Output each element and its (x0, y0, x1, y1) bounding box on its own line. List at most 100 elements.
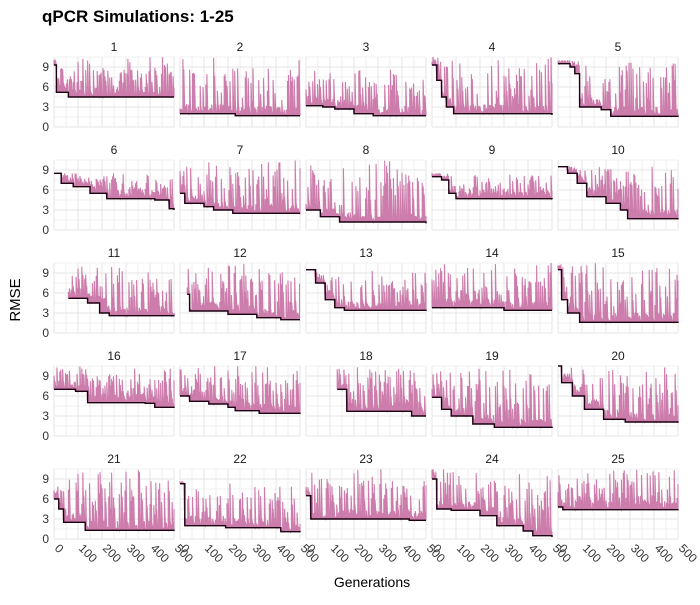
y-tick-label: 0 (42, 120, 49, 134)
generation-rmse-series (431, 263, 553, 311)
x-tick-label: 200 (604, 541, 628, 565)
facet-label: 24 (485, 452, 499, 466)
y-tick-label: 9 (42, 472, 49, 486)
generation-rmse-series (306, 269, 427, 312)
y-tick-label: 6 (42, 80, 49, 94)
x-tick-label: 400 (274, 541, 298, 565)
facet-label: 22 (233, 452, 247, 466)
y-tick-label: 0 (42, 532, 49, 546)
facet-label: 12 (233, 246, 247, 260)
x-axis-label: Generations (334, 574, 410, 590)
facet-panel: 250 100 200 300 400 500 (556, 452, 700, 566)
best-rmse-series (558, 365, 679, 423)
x-tick-label: 300 (376, 541, 400, 565)
best-rmse-series (306, 495, 426, 521)
facet-label: 4 (489, 40, 496, 54)
generation-rmse-series (179, 366, 301, 415)
x-tick-label: 200 (226, 541, 250, 565)
y-tick-label: 6 (42, 286, 49, 300)
facet-panel: 9 (431, 143, 553, 231)
facet-label: 2 (237, 40, 244, 54)
generation-rmse-series (557, 263, 679, 325)
facet-label: 9 (489, 143, 496, 157)
x-tick-label: 100 (580, 541, 604, 565)
x-tick-label: 400 (526, 541, 550, 565)
best-rmse-series (432, 307, 552, 311)
y-tick-label: 3 (42, 100, 49, 114)
x-tick-label: 400 (148, 541, 172, 565)
x-tick-label: 300 (628, 541, 652, 565)
generation-rmse-series (557, 469, 679, 512)
x-tick-label: 100 (328, 541, 352, 565)
y-tick-label: 9 (42, 369, 49, 383)
facet-label: 3 (363, 40, 370, 54)
best-rmse-series (180, 483, 301, 533)
x-tick-label: 100 (202, 541, 226, 565)
generation-rmse-series (305, 69, 427, 118)
facet-panel: 18 (305, 349, 427, 437)
best-rmse-series (432, 64, 553, 115)
facet-panel: 6 0 3 6 9 (42, 143, 175, 237)
best-rmse-series (180, 395, 301, 414)
facet-panel: 240 100 200 300 400 500 (430, 452, 574, 566)
panel-grid (305, 468, 427, 540)
facet-panel: 1 0 3 6 9 (42, 40, 175, 134)
facet-label: 18 (359, 349, 373, 363)
facet-label: 15 (611, 246, 625, 260)
facet-panel: 5 (557, 40, 679, 128)
x-tick-label: 300 (124, 541, 148, 565)
best-rmse-series (306, 269, 427, 311)
facet-label: 19 (485, 349, 499, 363)
x-tick-label: 200 (352, 541, 376, 565)
facet-label: 1 (111, 40, 118, 54)
facet-label: 25 (611, 452, 625, 466)
generation-rmse-series (558, 365, 679, 424)
generation-rmse-series (305, 160, 427, 225)
generation-rmse-series (186, 263, 301, 320)
facet-label: 5 (615, 40, 622, 54)
x-tick-label: 300 (250, 541, 274, 565)
y-tick-label: 6 (42, 492, 49, 506)
generation-rmse-series (336, 367, 427, 417)
y-tick-label: 0 (42, 326, 49, 340)
facet-label: 11 (108, 246, 121, 260)
y-tick-label: 9 (42, 163, 49, 177)
facet-panel: 17 (179, 349, 301, 437)
facet-label: 16 (107, 349, 121, 363)
best-rmse-series (54, 388, 175, 408)
facet-panel: 14 (431, 246, 553, 334)
facet-label: 7 (237, 143, 244, 157)
facet-panel: 4 (431, 40, 553, 128)
facet-panel: 10 (557, 143, 679, 231)
facet-label: 8 (363, 143, 370, 157)
facet-label: 23 (359, 452, 373, 466)
x-tick-label: 100 (76, 541, 100, 565)
y-tick-label: 3 (42, 512, 49, 526)
panel-grid (53, 159, 175, 231)
y-tick-label: 6 (42, 183, 49, 197)
facet-panel: 19 (431, 349, 553, 437)
facet-label: 13 (359, 246, 373, 260)
y-tick-label: 9 (42, 266, 49, 280)
best-rmse-series (432, 396, 553, 428)
best-rmse-series (558, 63, 679, 117)
facet-panel: 7 (179, 143, 301, 231)
best-rmse-series (306, 209, 427, 224)
panel-grid (305, 262, 427, 334)
panel-grid (305, 365, 427, 437)
x-tick-label: 0 (52, 541, 67, 556)
generation-rmse-series (53, 470, 175, 533)
y-tick-label: 0 (42, 429, 49, 443)
best-rmse-series (558, 166, 679, 220)
best-rmse-series (337, 388, 426, 417)
y-tick-label: 3 (42, 306, 49, 320)
panel-grid (179, 56, 301, 128)
generation-rmse-series (54, 172, 175, 211)
best-rmse-series (432, 176, 553, 200)
best-rmse-series (180, 113, 300, 117)
facet-panel: 230 100 200 300 400 500 (304, 452, 448, 566)
best-rmse-series (187, 293, 300, 321)
